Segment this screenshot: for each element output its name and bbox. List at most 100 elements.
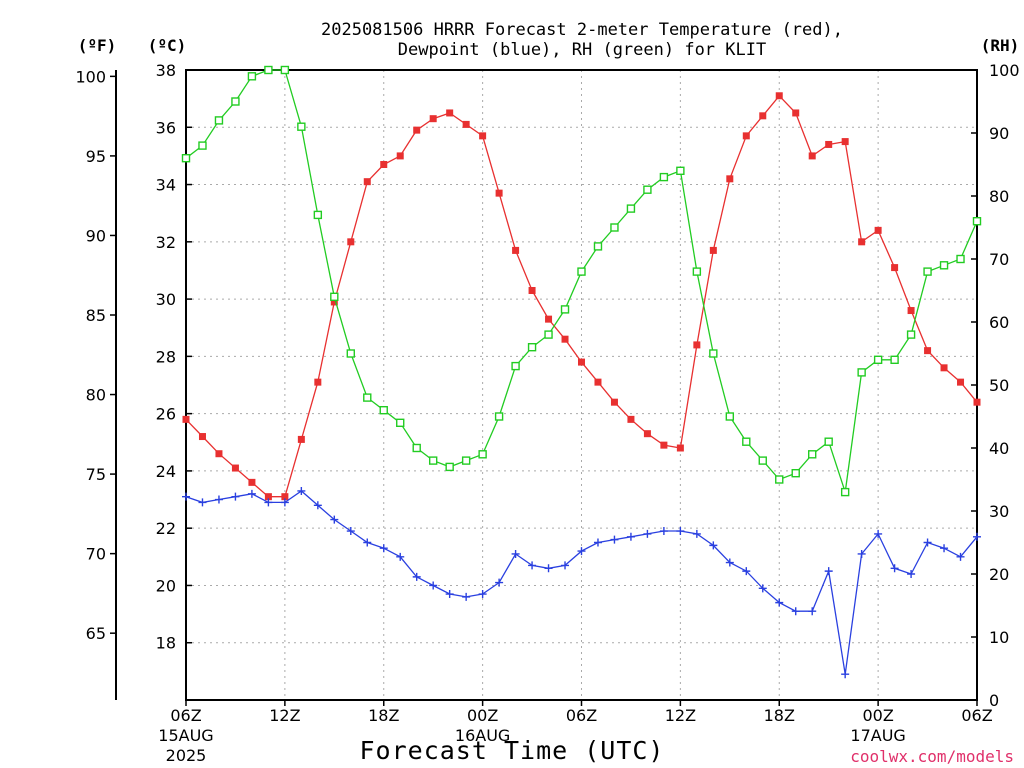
dewpoint-point: [462, 592, 471, 601]
temperature-point: [578, 358, 585, 366]
x-axis-label: Forecast Time (UTC): [360, 736, 665, 765]
dewpoint-point: [297, 486, 306, 495]
temperature-point: [825, 140, 833, 148]
dewpoint-point: [676, 527, 685, 536]
dewpoint-point: [346, 527, 355, 536]
dewpoint-point: [445, 590, 454, 599]
temperature-point: [742, 132, 750, 140]
temperature-point: [446, 109, 454, 117]
rh-point: [857, 368, 866, 377]
temperature-point: [215, 450, 223, 458]
x-tick-label: 06Z: [170, 706, 201, 725]
fahrenheit-tick-label: 95: [86, 147, 106, 166]
dewpoint-point: [857, 549, 866, 558]
rh-point: [577, 267, 586, 276]
temperature-point: [891, 264, 899, 272]
temperature-point: [940, 364, 948, 372]
dewpoint-point: [330, 515, 339, 524]
rh-point: [280, 65, 290, 75]
temperature-point: [709, 246, 717, 254]
celsius-tick-label: 30: [156, 290, 176, 309]
x-tick-year-label: 2025: [166, 746, 207, 765]
temperature-point: [726, 175, 734, 183]
dewpoint-point: [791, 607, 800, 616]
fahrenheit-tick-label: 100: [75, 67, 106, 86]
dewpoint-point: [561, 561, 570, 570]
rh-point: [330, 292, 339, 301]
dewpoint-point: [659, 527, 668, 536]
dewpoint-point: [874, 529, 883, 538]
temperature-point: [182, 415, 190, 423]
dewpoint-point: [198, 498, 207, 507]
rh-point: [445, 462, 454, 472]
temperature-point: [314, 378, 322, 386]
rh-tick-label: 30: [989, 502, 1009, 521]
x-tick-label: 06Z: [566, 706, 597, 725]
dewpoint-point: [577, 547, 586, 556]
dewpoint-point: [495, 578, 504, 587]
dewpoint-point: [182, 492, 190, 501]
dewpoint-point: [214, 495, 223, 504]
temperature-point: [660, 441, 668, 449]
temperature-point: [907, 307, 915, 315]
rh-point: [181, 153, 191, 163]
x-tick-label: 06Z: [961, 706, 992, 725]
dewpoint-point: [396, 552, 405, 561]
dewpoint-point: [907, 570, 916, 578]
rh-point: [676, 166, 685, 176]
temperature-point: [248, 478, 256, 486]
dewpoint-point: [742, 567, 751, 576]
rh-tick-label: 90: [989, 124, 1009, 143]
dewpoint-point: [264, 498, 273, 507]
dewpoint-point: [692, 529, 701, 538]
temperature-point: [413, 126, 421, 134]
gridlines: [186, 70, 977, 700]
celsius-tick-label: 32: [156, 233, 176, 252]
rh-point: [923, 267, 932, 276]
dewpoint-point: [643, 529, 652, 538]
temperature-point: [495, 189, 503, 197]
temperature-point: [841, 138, 849, 146]
celsius-tick-label: 20: [156, 576, 176, 595]
temperature-point: [594, 378, 602, 386]
x-tick-label: 00Z: [467, 706, 498, 725]
rh-point: [824, 437, 833, 446]
rh-tick-label: 40: [989, 439, 1009, 458]
dewpoint-point: [824, 567, 833, 576]
dewpoint-point: [626, 532, 635, 541]
rh-point: [313, 210, 323, 220]
temperature-point: [429, 115, 437, 123]
temperature-point: [396, 152, 404, 160]
temperature-point: [858, 238, 866, 246]
rh-tick-label: 70: [989, 250, 1009, 269]
rh-point: [198, 141, 207, 150]
credit-text: coolwx.com/models: [850, 747, 1014, 766]
temperature-point: [363, 178, 371, 186]
dewpoint-point: [528, 561, 537, 570]
rh-point: [511, 361, 520, 371]
temperature-point: [643, 430, 651, 438]
dewpoint-point: [231, 492, 240, 501]
rh-point: [643, 185, 652, 194]
rh-point: [775, 475, 784, 484]
temperature-point: [957, 378, 965, 386]
dewpoint-point: [709, 541, 718, 550]
dewpoint-point: [808, 607, 817, 616]
temperature-point: [198, 433, 206, 441]
fahrenheit-tick-label: 75: [86, 465, 106, 484]
dewpoint-point: [247, 489, 256, 498]
rh-point: [840, 487, 850, 497]
chart-title-line-2: Dewpoint (blue), RH (green) for KLIT: [398, 40, 766, 60]
rh-point: [808, 450, 817, 459]
rh-tick-label: 100: [989, 61, 1020, 80]
temperature-point: [512, 246, 520, 254]
rh-point: [742, 437, 751, 446]
temperature-point: [462, 120, 470, 128]
rh-tick-label: 80: [989, 187, 1009, 206]
fahrenheit-tick-label: 65: [86, 624, 106, 643]
temperature-point: [528, 287, 536, 294]
temperature-point: [759, 112, 767, 120]
celsius-tick-label: 24: [156, 462, 176, 481]
dewpoint-point: [956, 552, 965, 561]
rh-point: [346, 349, 355, 358]
